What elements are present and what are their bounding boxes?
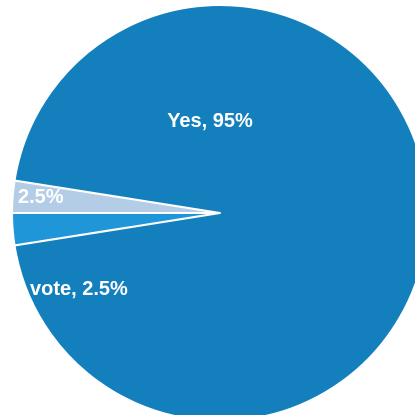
slice-label-vote: vote, 2.5% <box>30 278 128 300</box>
pie-labels: Yes, 95% 2.5% vote, 2.5% <box>18 110 253 300</box>
slice-label-small: 2.5% <box>18 186 64 208</box>
slice-label-yes: Yes, 95% <box>167 110 253 132</box>
pie-slices <box>11 4 415 415</box>
slice-yes <box>13 4 415 415</box>
